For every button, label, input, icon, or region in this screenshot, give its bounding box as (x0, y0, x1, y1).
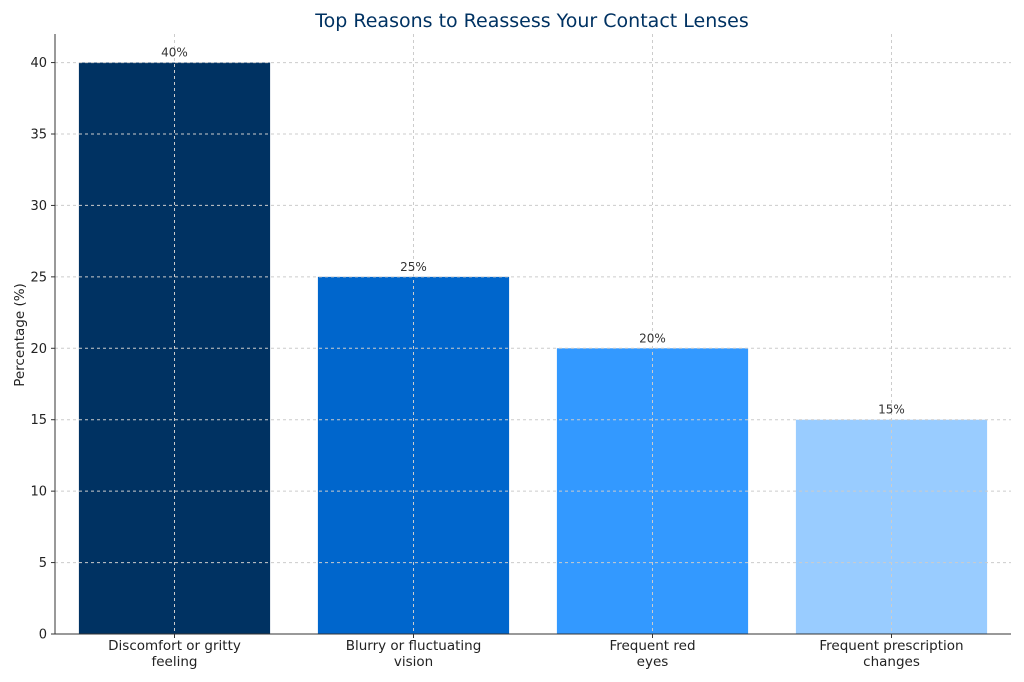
y-tick-label: 20 (30, 342, 47, 357)
chart-title: Top Reasons to Reassess Your Contact Len… (314, 10, 748, 32)
bar-value-label: 15% (878, 403, 905, 417)
y-tick-label: 30 (30, 199, 47, 214)
x-tick-label: Blurry or fluctuating vision (346, 638, 482, 670)
grid-layer (55, 34, 1011, 635)
y-tick-label: 15 (30, 413, 47, 428)
y-axis-label: Percentage (%) (12, 283, 28, 387)
y-tick-label: 5 (39, 556, 47, 571)
y-tick-label: 40 (30, 56, 47, 71)
labels-layer: 0 5 10 15 20 25 30 35 40 Discomfort or gritty feel… (30, 46, 963, 670)
x-tick-label: Discomfort or gritty feeling (108, 638, 241, 670)
bars-layer (78, 62, 988, 635)
y-tick-label: 0 (39, 628, 47, 643)
y-tick-label: 35 (30, 128, 47, 143)
bar-value-label: 20% (639, 331, 666, 345)
x-tick-label: Frequent red eyes (609, 638, 695, 670)
y-tick-label: 10 (30, 485, 47, 500)
y-tick-label: 25 (30, 270, 47, 285)
axes-layer (51, 34, 1011, 638)
bar-value-label: 25% (400, 260, 427, 274)
x-tick-label: Frequent prescription changes (819, 638, 963, 670)
bar-value-label: 40% (161, 46, 188, 60)
